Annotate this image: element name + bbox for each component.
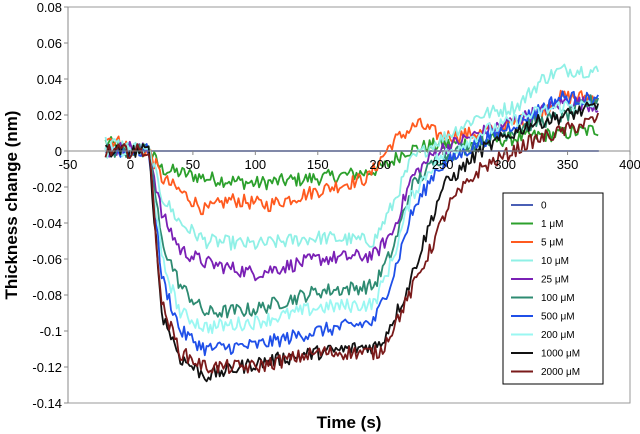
y-tick-label: -0.08 — [32, 288, 62, 303]
legend-label: 200 μM — [541, 330, 575, 341]
legend-label: 2000 μM — [541, 367, 580, 378]
x-tick-label: 350 — [557, 157, 579, 172]
x-tick-label: 100 — [244, 157, 266, 172]
x-tick-label: 200 — [369, 157, 391, 172]
y-tick-label: -0.12 — [32, 360, 62, 375]
y-tick-label: 0.04 — [37, 72, 62, 87]
y-tick-label: -0.04 — [32, 216, 62, 231]
x-tick-label: 0 — [127, 157, 134, 172]
legend-label: 25 μM — [541, 275, 569, 286]
x-tick-label: 400 — [619, 157, 640, 172]
legend-label: 1000 μM — [541, 349, 580, 360]
y-tick-label: 0.06 — [37, 36, 62, 51]
series-line-7 — [104, 100, 600, 335]
y-tick-label: -0.14 — [32, 396, 62, 411]
x-tick-label: 50 — [186, 157, 200, 172]
series-line-9 — [104, 112, 600, 374]
legend: 0 1 μM 5 μM 10 μM 25 μM 100 μM 500 μM 200 μM 100… — [502, 192, 604, 385]
x-tick-label: 250 — [432, 157, 454, 172]
legend-label: 500 μM — [541, 312, 575, 323]
plot-lines — [104, 63, 600, 383]
x-tick-label: 150 — [307, 157, 329, 172]
y-tick-label: -0.1 — [40, 324, 62, 339]
y-tick-label: -0.06 — [32, 252, 62, 267]
y-tick-label: 0.02 — [37, 108, 62, 123]
y-tick-label: 0 — [55, 144, 62, 159]
y-tick-label: 0.08 — [37, 0, 62, 15]
y-tick-label: -0.02 — [32, 180, 62, 195]
x-tick-label: 300 — [494, 157, 516, 172]
series-line-3 — [104, 63, 600, 251]
ticks: -50 0 50 100 150 200 250 300 350 400-0.14-0.12-0.… — [32, 0, 640, 411]
legend-label: 100 μM — [541, 293, 575, 304]
series-line-5 — [104, 94, 600, 319]
series-line-1 — [104, 124, 599, 191]
legend-label: 10 μM — [541, 256, 569, 267]
x-axis-title: Time (s) — [317, 413, 382, 432]
legend-label: 5 μM — [541, 238, 563, 249]
y-axis-title: Thickness change (nm) — [2, 111, 21, 300]
legend-label: 1 μM — [541, 219, 563, 230]
legend-label: 0 — [541, 201, 547, 212]
x-tick-label: -50 — [59, 157, 78, 172]
axes — [67, 6, 631, 404]
